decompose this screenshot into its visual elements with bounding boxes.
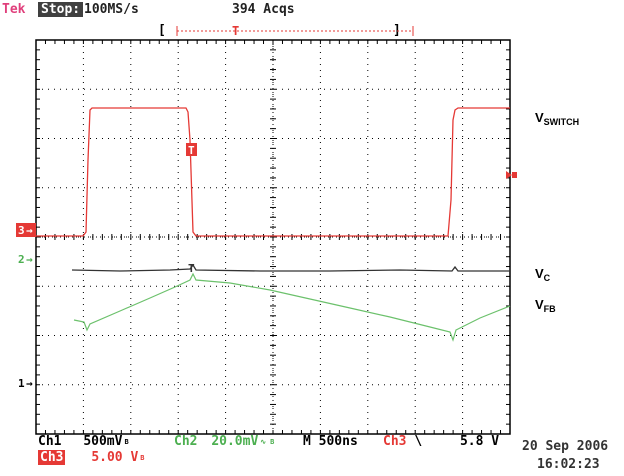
capture-time: 16:02:23	[537, 457, 600, 472]
svg-text:[: [	[158, 23, 166, 38]
bw-limit-icon: B	[124, 438, 129, 446]
ch1-vc-trace	[71, 263, 510, 272]
label-vswitch: VSWITCH	[535, 110, 580, 127]
run-state-badge[interactable]: Stop:	[38, 2, 84, 17]
record-position-bar: [ ] T	[158, 23, 414, 38]
svg-text:1: 1	[18, 377, 25, 390]
label-vc: VC	[535, 266, 551, 283]
svg-text:2: 2	[18, 253, 25, 266]
ch1-ground-marker[interactable]: 1 →	[18, 377, 33, 390]
svg-text:3: 3	[18, 224, 25, 237]
trigger-level-arrow-tail	[512, 172, 517, 178]
ch2-trigger-marker: T	[188, 262, 195, 275]
ch3-vswitch-trace	[36, 107, 510, 237]
ch2-ground-marker[interactable]: 2 →	[18, 253, 33, 266]
ch3-ground-marker[interactable]: 3 →	[16, 223, 36, 237]
svg-text:]: ]	[393, 23, 401, 38]
trigger-position-marker: T	[232, 24, 239, 38]
svg-text:→: →	[26, 224, 33, 237]
trigger-slope-icon: \	[414, 434, 423, 449]
acquisition-count: 394 Acqs	[232, 2, 295, 17]
ch2-vfb-trace	[73, 272, 511, 342]
svg-text:→: →	[26, 253, 33, 266]
ch2-readout[interactable]: Ch2 20.0mV ∿ B	[174, 434, 275, 449]
ch1-readout[interactable]: Ch1 500mV B	[38, 434, 129, 449]
trigger-level-label: T	[188, 144, 195, 157]
sample-rate: 100MS/s	[84, 2, 139, 17]
trigger-level-arrow[interactable]	[506, 171, 512, 179]
svg-text:→: →	[26, 377, 33, 390]
brand-logo: Tek	[2, 2, 26, 17]
label-vfb: VFB	[535, 297, 556, 314]
timebase-readout[interactable]: M 500ns	[303, 434, 358, 449]
ch3-trigger-level-badge	[186, 143, 197, 156]
trigger-readout[interactable]: Ch3 \ 5.8 V	[383, 434, 500, 449]
graticule-grid	[35, 39, 511, 435]
capture-date: 20 Sep 2006	[522, 439, 609, 454]
